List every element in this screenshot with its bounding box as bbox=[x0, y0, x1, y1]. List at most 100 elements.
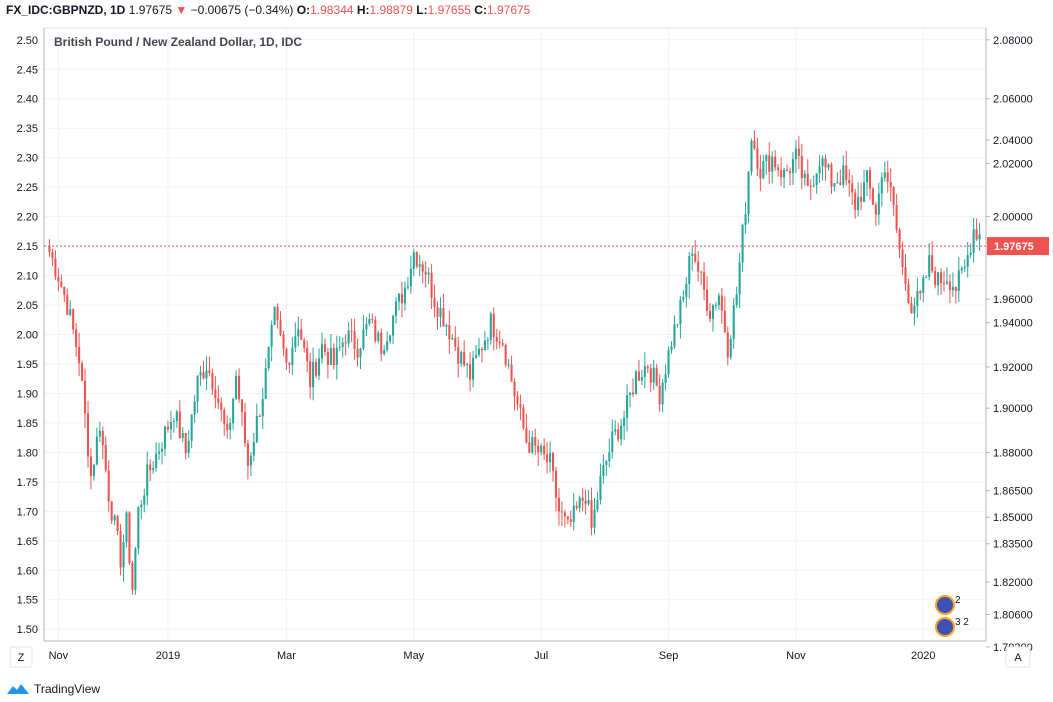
candle-body bbox=[89, 456, 92, 476]
candle-body bbox=[113, 515, 116, 521]
candle-body bbox=[534, 437, 537, 446]
candle-body bbox=[519, 404, 522, 408]
candle-body bbox=[978, 234, 981, 240]
candle-body bbox=[670, 346, 673, 350]
candle-body bbox=[590, 500, 593, 528]
candle-body bbox=[246, 443, 249, 466]
candle-body bbox=[865, 170, 869, 183]
candle-body bbox=[389, 335, 392, 342]
candle-body bbox=[356, 348, 359, 358]
candle-body bbox=[98, 430, 101, 437]
candle-body bbox=[661, 382, 664, 405]
candle-body bbox=[166, 426, 169, 430]
candle-body bbox=[161, 448, 164, 452]
x-axis-tick: 2019 bbox=[156, 650, 180, 662]
candle-body bbox=[528, 442, 531, 453]
candle-body bbox=[673, 324, 676, 347]
right-axis-tick: 1.80600 bbox=[993, 609, 1033, 621]
candle-body bbox=[273, 306, 276, 325]
candle-body bbox=[975, 229, 978, 240]
candle-body bbox=[620, 426, 623, 440]
candle-body bbox=[469, 364, 472, 380]
open-value: 1.98344 bbox=[310, 3, 354, 17]
last-price: 1.97675 bbox=[128, 3, 173, 17]
candle-body bbox=[904, 267, 907, 285]
candle-body bbox=[599, 475, 602, 501]
candle-body bbox=[655, 367, 658, 386]
candle-body bbox=[738, 262, 741, 295]
left-axis-tick: 1.65 bbox=[17, 536, 38, 548]
candle-body bbox=[756, 148, 759, 169]
candle-body bbox=[199, 372, 202, 376]
candle-body bbox=[418, 264, 421, 267]
candle-body bbox=[652, 367, 655, 383]
left-axis-tick: 2.25 bbox=[17, 182, 38, 194]
candle-body bbox=[270, 324, 273, 347]
candle-body bbox=[833, 183, 836, 187]
candle-body bbox=[791, 159, 794, 173]
candle-body bbox=[329, 347, 332, 365]
candle-body bbox=[303, 339, 306, 348]
candle-body bbox=[682, 296, 685, 300]
candle-body bbox=[510, 364, 513, 382]
candle-body bbox=[765, 155, 768, 162]
candle-body bbox=[365, 323, 368, 330]
candle-body bbox=[614, 429, 617, 432]
candle-body bbox=[258, 416, 261, 418]
candle-body bbox=[922, 277, 925, 294]
candle-body bbox=[711, 305, 715, 319]
candle-body bbox=[477, 348, 481, 355]
candle-body bbox=[797, 148, 800, 156]
price-chart[interactable]: 2.50 2.45 2.40 2.35 2.30 2.25 2.20 2.15 2.10 2.05… bbox=[0, 24, 1053, 669]
candle-body bbox=[578, 497, 581, 509]
candle-body bbox=[563, 512, 566, 517]
candle-body bbox=[341, 342, 344, 348]
candle-body bbox=[403, 287, 406, 304]
candle-body bbox=[326, 352, 329, 365]
left-axis-tick: 2.05 bbox=[17, 300, 38, 312]
candle-body bbox=[513, 381, 516, 397]
right-axis-tick: 1.82000 bbox=[993, 577, 1033, 589]
candle-body bbox=[877, 193, 880, 215]
candle-body bbox=[66, 295, 69, 315]
candle-body bbox=[338, 347, 341, 349]
candle-body bbox=[768, 155, 771, 172]
left-axis-tick: 1.75 bbox=[17, 477, 38, 489]
left-axis-tick: 1.60 bbox=[17, 565, 38, 577]
right-axis-tick: 1.85000 bbox=[993, 512, 1033, 524]
scale-z-button[interactable] bbox=[9, 646, 33, 668]
candle-body bbox=[623, 417, 626, 427]
event-flag-icon[interactable] bbox=[934, 595, 955, 615]
candle-body bbox=[572, 505, 575, 523]
candle-body bbox=[202, 372, 205, 379]
candle-body bbox=[925, 276, 928, 278]
candle-body bbox=[794, 148, 797, 160]
symbol-label: FX_IDC:GBPNZD, 1D bbox=[6, 3, 126, 17]
candle-body bbox=[634, 371, 637, 395]
candle-body bbox=[448, 324, 451, 340]
candle-body bbox=[184, 433, 187, 454]
candle-body bbox=[803, 173, 806, 179]
candle-body bbox=[406, 286, 409, 288]
candle-body bbox=[457, 346, 460, 364]
high-value: 1.98879 bbox=[369, 3, 413, 17]
candle-body bbox=[362, 329, 365, 349]
candle-body bbox=[720, 295, 723, 311]
brand-label: TradingView bbox=[34, 682, 101, 696]
candle-body bbox=[83, 380, 87, 414]
candle-body bbox=[892, 187, 895, 205]
candle-body bbox=[546, 454, 549, 463]
tradingview-logo-icon bbox=[7, 684, 29, 694]
event-flag-icon[interactable] bbox=[934, 617, 955, 637]
left-axis-tick: 2.35 bbox=[17, 123, 38, 135]
candle-body bbox=[489, 313, 492, 341]
chart-title: British Pound / New Zealand Dollar, 1D, … bbox=[54, 35, 302, 49]
left-axis-tick: 1.85 bbox=[17, 418, 38, 430]
candle-body bbox=[472, 357, 475, 380]
candle-body bbox=[480, 348, 483, 351]
auto-scale-button[interactable] bbox=[1005, 646, 1031, 668]
candle-body bbox=[205, 370, 208, 379]
candle-body bbox=[181, 433, 184, 438]
candle-body bbox=[238, 375, 241, 400]
candle-body bbox=[235, 375, 238, 399]
